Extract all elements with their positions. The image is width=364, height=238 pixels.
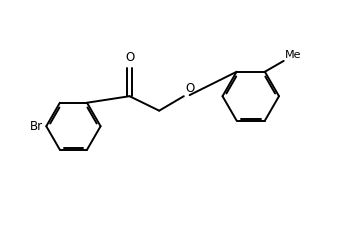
Text: O: O — [185, 82, 194, 95]
Text: Me: Me — [285, 50, 302, 60]
Text: Br: Br — [30, 120, 43, 133]
Text: O: O — [125, 51, 134, 64]
